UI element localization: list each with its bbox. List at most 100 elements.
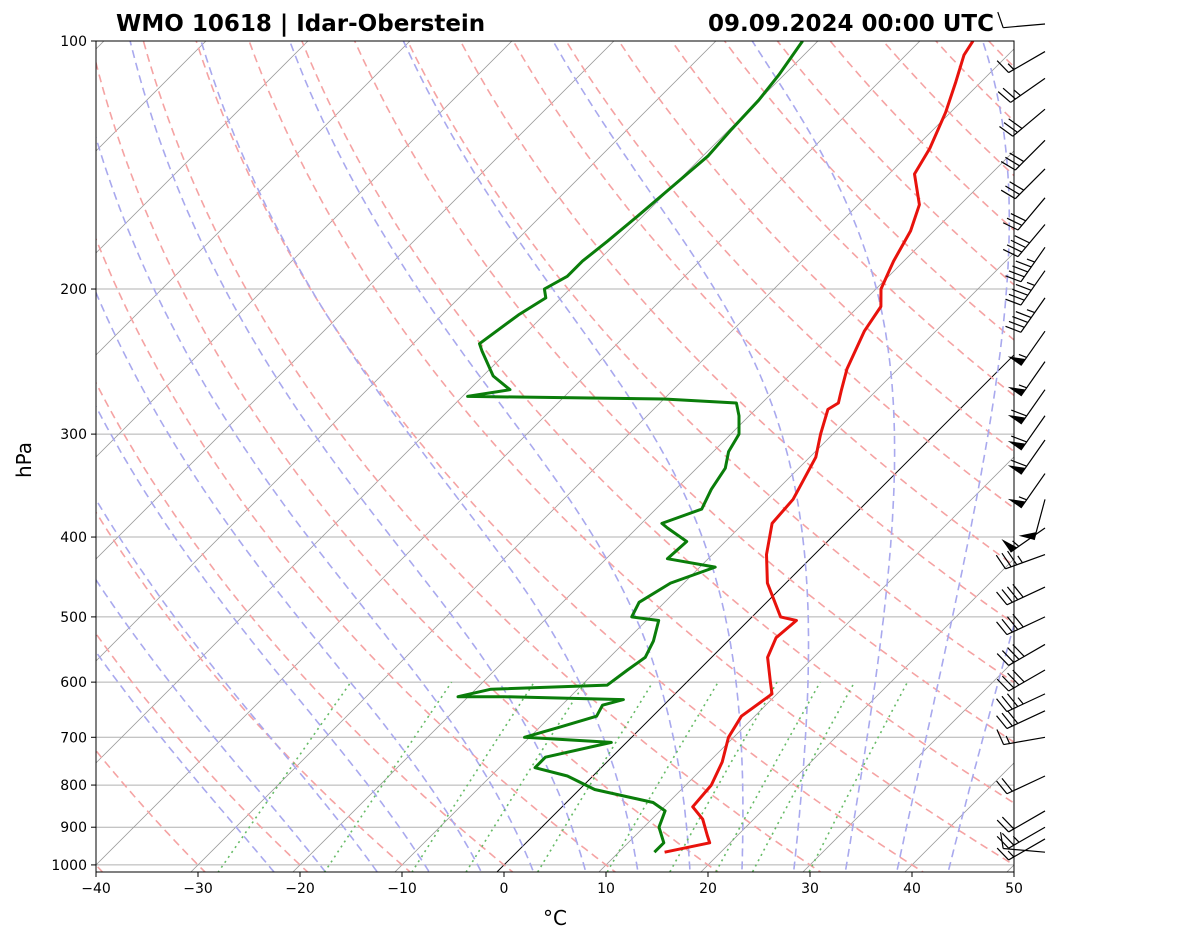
dry-adiabat (96, 510, 412, 872)
y-tick-label: 300 (60, 427, 87, 443)
dry-adiabat (882, 41, 1014, 177)
dry-adiabat (142, 41, 822, 872)
wind-barbs (995, 11, 1046, 861)
dry-adiabat (617, 41, 1014, 453)
x-tick-label: −10 (387, 881, 417, 897)
wind-barb (996, 693, 1046, 713)
dry-adiabat (353, 41, 1014, 744)
mixing-ratio-line (465, 681, 586, 872)
isotherm (190, 48, 1014, 872)
dewpoint-line (456, 41, 804, 854)
background-lines (96, 23, 1181, 883)
y-tick-label: 100 (60, 34, 87, 50)
mixing-ratio-line (411, 681, 535, 872)
title-station: WMO 10618 | Idar-Oberstein (116, 11, 485, 37)
wind-barb (995, 550, 1046, 570)
dry-adiabat (248, 41, 1014, 866)
moist-adiabat (200, 41, 639, 872)
isotherm (96, 41, 717, 662)
wind-barb (999, 108, 1046, 137)
isotherm (96, 41, 921, 866)
wind-barb (1007, 415, 1046, 451)
wind-barb (996, 810, 1046, 833)
dry-adiabat (301, 41, 1014, 804)
mixing-ratio-line (714, 681, 821, 872)
axes: −40 −30 −20 −10 0 10 20 30 40 50 1000 900 800 700 600 5… (51, 34, 1023, 897)
dry-adiabat (934, 41, 1014, 123)
y-tick-label: 200 (60, 282, 87, 298)
dry-adiabat (195, 41, 925, 872)
isotherm (394, 252, 1014, 872)
dry-adiabat (459, 41, 1014, 625)
wind-barb (1007, 439, 1046, 475)
wind-barb (1007, 389, 1046, 425)
wind-barb (1007, 361, 1046, 397)
dry-adiabat (96, 59, 720, 872)
moist-adiabat (751, 41, 896, 872)
dry-adiabat (406, 41, 1014, 684)
x-tick-label: 0 (500, 881, 509, 897)
x-tick-label: 10 (597, 881, 615, 897)
wind-barb (1018, 499, 1046, 541)
wind-barb (1000, 168, 1046, 200)
isotherm (1006, 864, 1014, 872)
y-tick-label: 600 (60, 675, 87, 691)
temperature-line (664, 41, 975, 854)
isotherm (292, 150, 1014, 872)
dry-adiabat (1024, 23, 1181, 883)
moist-adiabat (947, 621, 1014, 872)
wind-barb (996, 669, 1046, 692)
wind-barb (996, 838, 1046, 861)
isotherm (96, 41, 615, 560)
wind-barb (996, 826, 1046, 849)
isotherm (96, 41, 513, 458)
y-tick-label: 400 (60, 530, 87, 546)
wind-barb (1005, 297, 1046, 333)
title-datetime: 09.09.2024 00:00 UTC (708, 11, 994, 37)
mixing-ratio-line (323, 681, 453, 872)
wind-barb (996, 710, 1046, 730)
moist-adiabat (96, 135, 535, 872)
wind-barb (1005, 270, 1046, 306)
mixing-ratio-line (808, 681, 909, 872)
dry-adiabat (96, 749, 207, 872)
wind-barb (997, 77, 1046, 103)
wind-barb (1007, 473, 1046, 509)
moist-adiabat (96, 290, 483, 872)
plot-frame (95, 40, 1015, 873)
dry-adiabat (987, 41, 1014, 69)
wind-barb (996, 613, 1046, 636)
moist-adiabat (129, 41, 587, 872)
dry-adiabat (1128, 23, 1181, 883)
dry-adiabat (96, 381, 515, 872)
dry-adiabat (776, 41, 1014, 286)
dry-adiabat (512, 41, 1014, 567)
x-tick-label: 50 (1005, 881, 1023, 897)
x-tick-label: 30 (801, 881, 819, 897)
wind-barb (1001, 527, 1046, 553)
wind-barb (1002, 197, 1046, 231)
isotherm (96, 41, 819, 764)
dry-adiabat (1076, 23, 1181, 883)
wind-barb (996, 775, 1046, 795)
y-tick-label: 900 (60, 820, 87, 836)
wind-barb (996, 643, 1046, 666)
moist-adiabat (96, 404, 431, 872)
moist-adiabat (96, 578, 327, 872)
x-tick-label: 40 (903, 881, 921, 897)
wind-barb (1000, 139, 1046, 171)
dry-adiabat (96, 632, 309, 872)
dry-adiabat (670, 41, 1014, 397)
mixing-ratio-line (606, 681, 719, 872)
wind-barb (996, 51, 1046, 74)
isotherm (598, 456, 1014, 872)
y-tick-label: 800 (60, 778, 87, 794)
x-tick-label: −20 (285, 881, 315, 897)
wind-barb (1002, 224, 1046, 258)
mixing-ratio-line (217, 681, 352, 872)
moist-adiabat (96, 650, 276, 872)
wind-barb (997, 11, 1046, 29)
dry-adiabat (723, 41, 1014, 341)
